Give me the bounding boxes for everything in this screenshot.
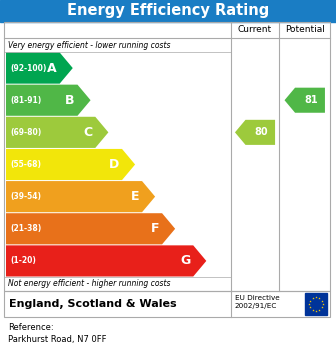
Text: B: B xyxy=(65,94,75,107)
Polygon shape xyxy=(6,149,135,180)
Text: F: F xyxy=(151,222,159,235)
Text: C: C xyxy=(83,126,92,139)
Polygon shape xyxy=(6,213,175,244)
Text: A: A xyxy=(47,61,57,75)
Text: England, Scotland & Wales: England, Scotland & Wales xyxy=(9,299,177,309)
Text: 80: 80 xyxy=(254,127,268,137)
Text: E: E xyxy=(131,190,139,203)
Text: Parkhurst Road, N7 0FF: Parkhurst Road, N7 0FF xyxy=(8,335,107,344)
Bar xyxy=(305,293,327,315)
Text: Very energy efficient - lower running costs: Very energy efficient - lower running co… xyxy=(8,40,170,49)
Bar xyxy=(4,291,330,317)
Polygon shape xyxy=(6,245,206,277)
Polygon shape xyxy=(6,84,91,116)
Text: EU Directive
2002/91/EC: EU Directive 2002/91/EC xyxy=(235,295,279,309)
Text: (21-38): (21-38) xyxy=(10,224,41,233)
Text: (92-100): (92-100) xyxy=(10,64,46,72)
Text: 81: 81 xyxy=(304,95,318,105)
Text: G: G xyxy=(180,255,190,267)
Bar xyxy=(0,0,336,22)
Polygon shape xyxy=(6,117,109,148)
Text: Current: Current xyxy=(238,26,272,34)
Polygon shape xyxy=(6,181,155,212)
Bar xyxy=(4,22,330,291)
Text: (1-20): (1-20) xyxy=(10,256,36,266)
Polygon shape xyxy=(285,88,325,113)
Text: (81-91): (81-91) xyxy=(10,96,41,105)
Polygon shape xyxy=(235,120,275,145)
Text: (39-54): (39-54) xyxy=(10,192,41,201)
Text: D: D xyxy=(109,158,119,171)
Text: (69-80): (69-80) xyxy=(10,128,41,137)
Text: Energy Efficiency Rating: Energy Efficiency Rating xyxy=(67,4,269,18)
Text: Potential: Potential xyxy=(285,26,325,34)
Polygon shape xyxy=(6,53,73,84)
Text: Not energy efficient - higher running costs: Not energy efficient - higher running co… xyxy=(8,279,170,289)
Text: Reference:: Reference: xyxy=(8,323,54,332)
Text: (55-68): (55-68) xyxy=(10,160,41,169)
